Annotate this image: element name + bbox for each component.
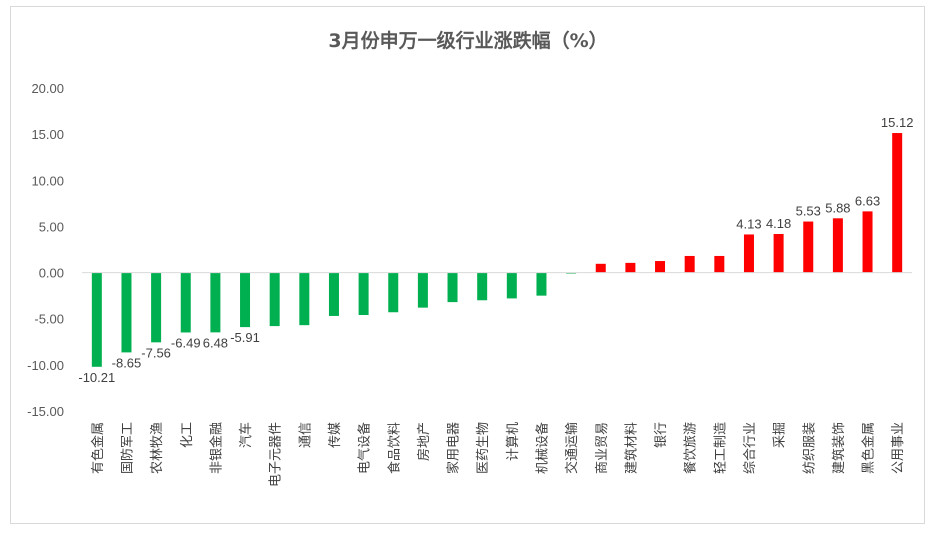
chart-title: 3月份申万一级行业涨跌幅（%）: [328, 30, 608, 52]
bar: [91, 272, 102, 367]
bar: [595, 263, 606, 273]
bar: [180, 272, 191, 333]
bar: [506, 272, 517, 299]
data-label: 15.12: [881, 115, 914, 130]
category-label: 机械设备: [534, 422, 550, 474]
category-label: 通信: [298, 422, 313, 448]
data-labels: -10.21-8.65-7.56-6.49 6.48 -5.91 4.13 4.18 5.…: [78, 115, 913, 385]
category-label: 汽车: [238, 422, 254, 448]
bar: [299, 272, 310, 326]
bar: [240, 272, 251, 328]
bar: [714, 255, 725, 273]
category-label: 轻工制造: [713, 422, 728, 474]
y-tick-label: 15.00: [31, 127, 64, 142]
bar: [655, 261, 666, 273]
bars: [91, 133, 903, 367]
bar: [447, 272, 458, 303]
bar: [121, 272, 132, 353]
y-tick-label: 5.00: [39, 219, 64, 234]
category-label: 有色金属: [90, 422, 106, 474]
bar: [773, 233, 784, 273]
category-label: 计算机: [506, 422, 521, 461]
data-label: -8.65: [112, 355, 142, 370]
category-label: 商业贸易: [595, 422, 610, 474]
data-label: 4.18: [766, 216, 791, 231]
data-label: -7.56: [141, 345, 171, 360]
category-label: 房地产: [416, 422, 432, 461]
category-labels: 有色金属 国防军工 农林牧渔 化工 非银金融 汽车 电子元器件 通信 传媒 电气设备 食品饮料 房地产…: [90, 422, 906, 487]
category-label: 传媒: [328, 422, 343, 448]
y-tick-label: 20.00: [31, 81, 64, 96]
chart-frame: [10, 6, 925, 524]
category-label: 国防军工: [119, 422, 135, 474]
data-label: 4.13: [736, 216, 761, 231]
data-label: -5.91: [230, 330, 260, 345]
bar: [892, 133, 903, 273]
bar: [417, 272, 428, 308]
category-label: 银行: [654, 422, 669, 448]
category-label: 家用电器: [446, 422, 462, 474]
bar: [358, 272, 369, 316]
category-label: 化工: [180, 422, 195, 448]
bar: [862, 211, 873, 273]
category-label: 农林牧渔: [150, 422, 165, 474]
category-label: 餐饮旅游: [683, 422, 699, 474]
category-label: 食品饮料: [386, 422, 402, 474]
y-tick-label: 0.00: [39, 266, 64, 281]
category-label: 黑色金属: [861, 422, 877, 474]
category-label: 电气设备: [357, 422, 373, 474]
bar: [625, 262, 636, 273]
category-label: 综合行业: [743, 422, 758, 474]
bar: [477, 272, 488, 301]
y-tick-label: -15.00: [27, 404, 64, 419]
bar: [328, 272, 339, 316]
bar: [536, 272, 547, 296]
category-label: 建筑装饰: [831, 422, 847, 474]
data-label: 5.53: [796, 204, 821, 219]
data-label: -10.21: [78, 370, 115, 385]
bar: [151, 272, 162, 343]
bar: [743, 234, 754, 273]
bar: [832, 218, 843, 273]
bar: [684, 255, 695, 273]
data-label: 5.88: [825, 200, 850, 215]
data-label: -6.49: [171, 335, 201, 350]
data-label: 6.63: [855, 193, 880, 208]
category-label: 交通运输: [564, 422, 580, 474]
bar: [388, 272, 399, 313]
y-tick-label: -5.00: [34, 312, 64, 327]
y-tick-label: -10.00: [27, 358, 64, 373]
category-label: 建筑材料: [623, 422, 639, 474]
category-label: 纺织服装: [802, 422, 817, 474]
category-label: 电子元器件: [269, 422, 284, 487]
category-label: 非银金融: [208, 422, 224, 474]
category-label: 医药生物: [476, 422, 491, 474]
bar: [269, 272, 280, 327]
category-label: 公用事业: [891, 422, 906, 474]
category-label: 采掘: [773, 422, 788, 448]
bar: [210, 272, 221, 333]
y-axis-ticks: 20.00 15.00 10.00 5.00 0.00 -5.00 -10.00 -15.00: [27, 81, 64, 419]
y-tick-label: 10.00: [31, 173, 64, 188]
bar: [803, 221, 814, 273]
data-label: 6.48: [203, 335, 228, 350]
